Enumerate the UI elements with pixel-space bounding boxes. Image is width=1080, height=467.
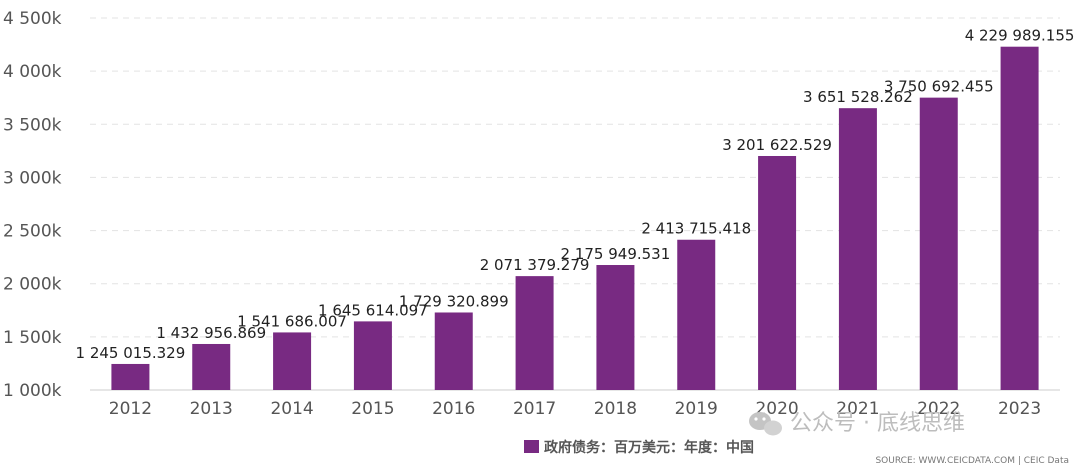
bar-2015 bbox=[353, 321, 392, 390]
data-label-2016: 1 729 320.899 bbox=[399, 292, 509, 310]
x-tick-label-2012: 2012 bbox=[109, 399, 152, 419]
bar-2018 bbox=[596, 265, 635, 390]
y-tick-label: 2 000k bbox=[3, 275, 62, 295]
y-tick-label: 4 000k bbox=[3, 62, 62, 82]
data-label-2014: 1 541 686.007 bbox=[237, 312, 347, 330]
wechat-icon bbox=[749, 412, 782, 436]
y-tick-label: 4 500k bbox=[3, 9, 62, 29]
data-label-2012: 1 245 015.329 bbox=[76, 344, 186, 362]
watermark-text: 公众号 · 底线思维 bbox=[790, 411, 965, 436]
data-label-2019: 2 413 715.418 bbox=[641, 220, 751, 238]
x-tick-label-2018: 2018 bbox=[594, 399, 637, 419]
x-tick-label-2016: 2016 bbox=[432, 399, 475, 419]
data-label-2018: 2 175 949.531 bbox=[561, 245, 671, 263]
legend-label: 政府债务：百万美元：年度：中国 bbox=[544, 439, 754, 456]
data-label-2017: 2 071 379.279 bbox=[480, 256, 590, 274]
data-label-2020: 3 201 622.529 bbox=[722, 136, 832, 154]
grid bbox=[90, 17, 1060, 391]
legend-swatch bbox=[524, 440, 539, 453]
data-label-2015: 1 645 614.097 bbox=[318, 301, 428, 319]
bar-2017 bbox=[515, 276, 554, 390]
bar-2019 bbox=[677, 239, 716, 390]
source-note: SOURCE: WWW.CEICDATA.COM | CEIC Data bbox=[875, 456, 1069, 466]
y-tick-label: 2 500k bbox=[3, 222, 62, 242]
y-tick-label: 1 500k bbox=[3, 328, 62, 348]
x-tick-label-2014: 2014 bbox=[270, 399, 313, 419]
bar-series bbox=[111, 46, 1039, 391]
bar-2022 bbox=[919, 97, 958, 390]
x-tick-label-2015: 2015 bbox=[351, 399, 394, 419]
y-tick-label: 3 500k bbox=[3, 115, 62, 135]
bar-2023 bbox=[1000, 46, 1039, 390]
y-axis: 1 000k 1 500k 2 000k 2 500k 3 000k 3 500k 4 00… bbox=[3, 9, 62, 401]
y-tick-label: 3 000k bbox=[3, 168, 62, 188]
x-tick-label-2017: 2017 bbox=[513, 399, 556, 419]
bar-2020 bbox=[758, 155, 797, 390]
bar-2021 bbox=[838, 108, 877, 391]
y-tick-label: 1 000k bbox=[3, 381, 62, 401]
bar-2012 bbox=[111, 363, 150, 390]
x-axis: 2012 2013 2014 2015 2016 2017 2018 2019 2020 2021… bbox=[109, 399, 1041, 419]
data-label-2013: 1 432 956.869 bbox=[156, 324, 266, 342]
x-tick-label-2019: 2019 bbox=[675, 399, 718, 419]
bar-2014 bbox=[273, 332, 312, 390]
x-tick-label-2021: 2021 bbox=[836, 399, 879, 419]
data-label-2021: 3 651 528.262 bbox=[803, 88, 913, 106]
data-label-2023: 4 229 989.155 bbox=[965, 27, 1075, 45]
x-tick-label-2022: 2022 bbox=[917, 399, 960, 419]
bar-2013 bbox=[192, 343, 231, 390]
legend: 政府债务：百万美元：年度：中国 bbox=[524, 439, 754, 456]
x-tick-label-2013: 2013 bbox=[190, 399, 233, 419]
x-tick-label-2023: 2023 bbox=[998, 399, 1041, 419]
watermark: 公众号 · 底线思维 bbox=[749, 411, 965, 436]
data-label-2022: 3 750 692.455 bbox=[884, 78, 994, 96]
bar-2016 bbox=[434, 312, 473, 390]
